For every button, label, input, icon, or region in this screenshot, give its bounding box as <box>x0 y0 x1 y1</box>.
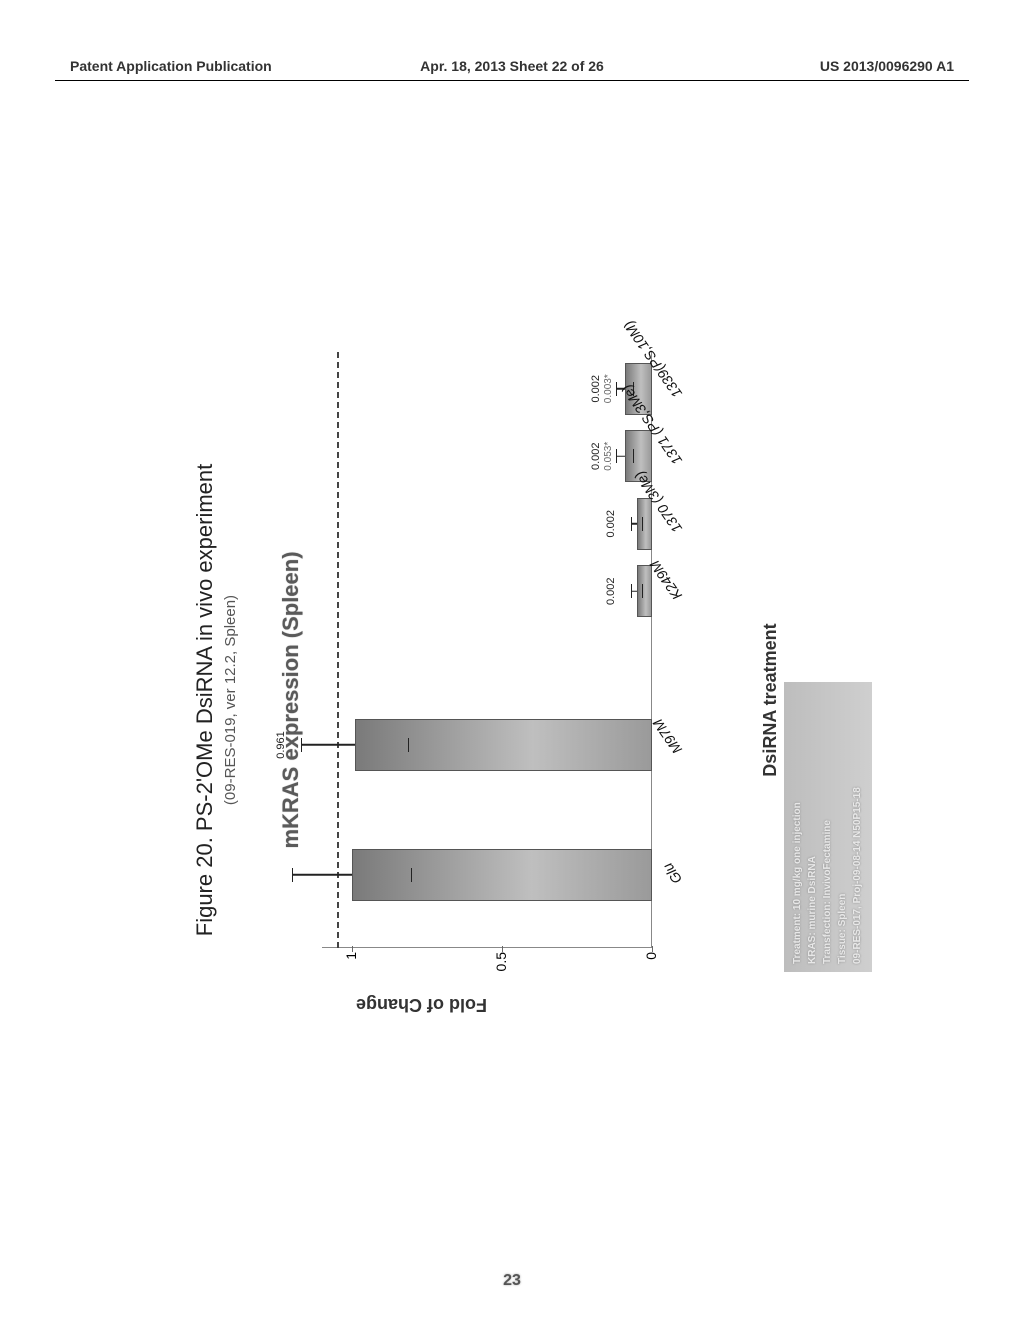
x-axis-label: DsiRNA treatment <box>760 623 781 776</box>
bar <box>322 845 652 905</box>
bar-value-label: 0.002 <box>590 375 602 403</box>
header-center: Apr. 18, 2013 Sheet 22 of 26 <box>420 58 604 74</box>
bar: 0.0020.003* <box>322 359 652 419</box>
error-bar <box>292 874 352 876</box>
page-number: 23 <box>503 1272 521 1290</box>
bar-rect <box>355 719 652 771</box>
meta-line: Treatment: 10 mg/kg one injection <box>790 690 805 964</box>
bar-value-label: 0.961 <box>275 731 287 759</box>
meta-line: 09-RES-017, Proj-09-08-14 N50P15-18 <box>850 690 865 964</box>
bar-sig-label: 0.053* <box>603 442 614 471</box>
meta-line: Tissue: Spleen <box>835 690 850 964</box>
figure: Figure 20. PS-2'OMe DsiRNA in vivo exper… <box>192 250 832 1150</box>
error-cap <box>642 584 644 598</box>
bar-value-label: 0.002 <box>590 442 602 470</box>
category-label: K249M <box>647 558 686 604</box>
y-axis <box>322 947 652 948</box>
bar-rect <box>352 849 652 901</box>
meta-line: Transfection: InvivoFectamine <box>820 690 835 964</box>
y-axis-label: Fold of Change <box>356 994 487 1015</box>
y-tick-mark <box>502 946 503 952</box>
category-label: Glu <box>659 860 685 887</box>
error-cap <box>411 868 413 882</box>
bar: 0.0020.053* <box>322 426 652 486</box>
error-cap <box>292 868 294 882</box>
header-right: US 2013/0096290 A1 <box>820 58 954 74</box>
bar-group-left: 0.961 <box>322 680 652 940</box>
error-cap <box>408 738 410 752</box>
error-cap <box>633 449 635 463</box>
chart-title: mKRAS expression (Spleen) <box>278 551 304 848</box>
header-left: Patent Application Publication <box>70 58 272 74</box>
figure-title: Figure 20. PS-2'OMe DsiRNA in vivo exper… <box>192 464 218 936</box>
bar-sig-label: 0.003* <box>603 374 614 403</box>
y-tick-label: 0 <box>643 952 659 978</box>
figure-subtitle: (09-RES-019, ver 12.2, Spleen) <box>222 595 239 805</box>
error-bar <box>301 744 355 746</box>
meta-line: KRAS: murine DsiRNA <box>805 690 820 964</box>
bar-group-right: 0.0020.0020.0020.053*0.0020.003* <box>322 355 652 625</box>
y-tick-mark <box>652 946 653 952</box>
bar-rect <box>637 565 652 617</box>
error-cap <box>616 449 618 463</box>
metadata-box: Treatment: 10 mg/kg one injection KRAS: … <box>784 682 872 972</box>
bar: 0.961 <box>322 715 652 775</box>
plot-area: 00.51 0.961 0.0020.0020.0020.053*0.0020.… <box>322 360 652 940</box>
error-cap <box>631 517 633 531</box>
bar-value-label: 0.002 <box>605 510 617 538</box>
bar: 0.002 <box>322 561 652 621</box>
page: Patent Application Publication Apr. 18, … <box>0 0 1024 1320</box>
category-label: M97M <box>650 716 685 757</box>
y-tick-label: 0.5 <box>493 952 509 978</box>
error-cap <box>616 382 618 396</box>
bar: 0.002 <box>322 494 652 554</box>
header-rule <box>55 80 969 81</box>
error-cap <box>301 738 303 752</box>
y-tick-label: 1 <box>343 952 359 978</box>
error-cap <box>631 584 633 598</box>
bar-value-label: 0.002 <box>605 577 617 605</box>
y-tick-mark <box>352 946 353 952</box>
error-bar <box>616 456 625 458</box>
error-cap <box>642 517 644 531</box>
